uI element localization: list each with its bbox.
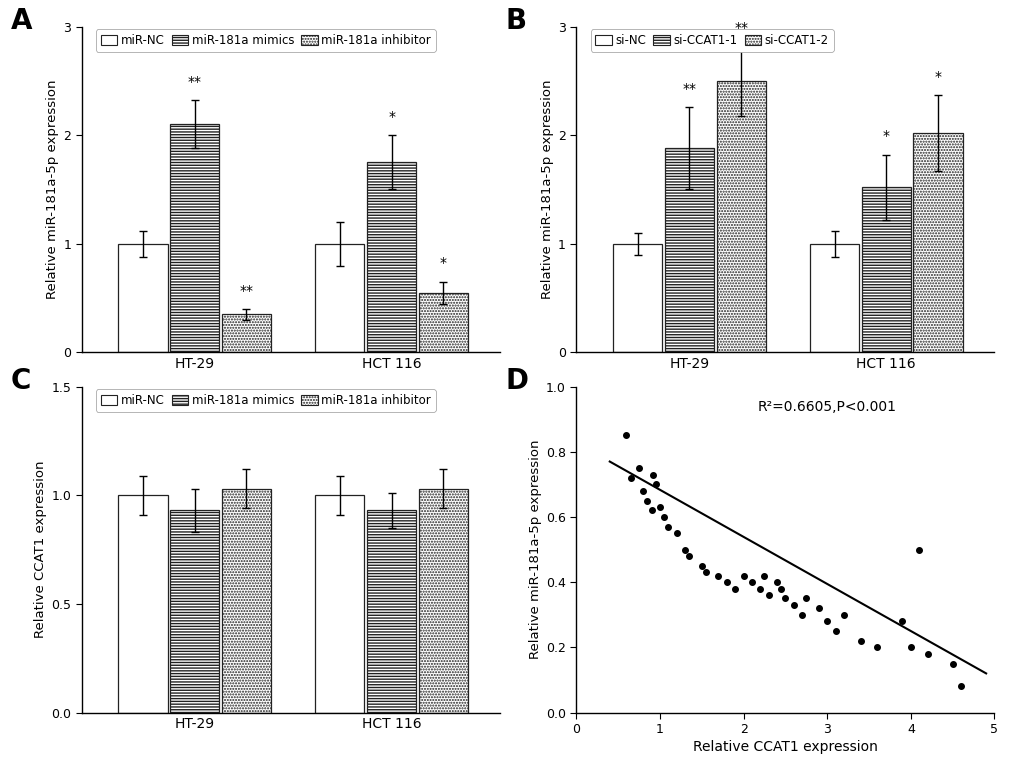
Point xyxy=(826,625,843,637)
Point xyxy=(693,559,709,572)
Point xyxy=(952,681,968,693)
Text: *: * xyxy=(439,256,446,271)
Bar xyxy=(221,489,271,713)
Point xyxy=(760,589,776,601)
Text: **: ** xyxy=(239,283,253,298)
Bar xyxy=(170,510,219,713)
Text: R²=0.6605,P<0.001: R²=0.6605,P<0.001 xyxy=(757,399,896,414)
Bar xyxy=(612,244,661,352)
Point xyxy=(677,543,693,556)
Bar xyxy=(912,133,962,352)
Point xyxy=(768,576,785,588)
Point xyxy=(644,468,660,481)
Bar xyxy=(367,510,416,713)
Point xyxy=(776,593,793,605)
Text: D: D xyxy=(504,367,528,395)
Bar xyxy=(170,124,219,352)
X-axis label: Relative CCAT1 expression: Relative CCAT1 expression xyxy=(692,740,877,754)
Point xyxy=(751,583,767,595)
Y-axis label: Relative miR-181a-5p expression: Relative miR-181a-5p expression xyxy=(540,80,553,299)
Point xyxy=(639,494,655,506)
Point xyxy=(709,569,726,581)
Bar xyxy=(418,489,468,713)
Point xyxy=(647,478,663,490)
Point xyxy=(868,641,884,653)
Point xyxy=(944,658,960,670)
Point xyxy=(797,593,813,605)
Point xyxy=(622,471,638,484)
Text: *: * xyxy=(881,130,889,143)
Point xyxy=(810,602,826,614)
Legend: miR-NC, miR-181a mimics, miR-181a inhibitor: miR-NC, miR-181a mimics, miR-181a inhibi… xyxy=(96,389,435,412)
Bar xyxy=(715,81,765,352)
Point xyxy=(697,566,713,578)
Point xyxy=(852,634,868,647)
Point xyxy=(755,569,772,581)
Point xyxy=(667,528,684,540)
Point xyxy=(910,543,926,556)
Bar xyxy=(861,187,910,352)
Text: **: ** xyxy=(682,82,696,96)
Point xyxy=(785,599,801,611)
Bar xyxy=(118,244,167,352)
Point xyxy=(727,583,743,595)
Legend: si-NC, si-CCAT1-1, si-CCAT1-2: si-NC, si-CCAT1-1, si-CCAT1-2 xyxy=(590,29,833,52)
Point xyxy=(735,569,751,581)
Point xyxy=(659,521,676,533)
Text: A: A xyxy=(10,7,32,35)
Bar xyxy=(315,244,364,352)
Bar xyxy=(418,293,468,352)
Y-axis label: Relative miR-181a-5p expression: Relative miR-181a-5p expression xyxy=(46,80,59,299)
Point xyxy=(894,615,910,628)
Legend: miR-NC, miR-181a mimics, miR-181a inhibitor: miR-NC, miR-181a mimics, miR-181a inhibi… xyxy=(96,29,435,52)
Point xyxy=(655,511,672,523)
Point xyxy=(718,576,735,588)
Bar xyxy=(367,162,416,352)
Point xyxy=(651,501,667,513)
Y-axis label: Relative miR-181a-5p expression: Relative miR-181a-5p expression xyxy=(528,440,541,659)
Bar xyxy=(315,495,364,713)
Text: *: * xyxy=(387,110,394,124)
Point xyxy=(743,576,759,588)
Point xyxy=(918,648,934,660)
Y-axis label: Relative CCAT1 expression: Relative CCAT1 expression xyxy=(34,461,47,638)
Text: *: * xyxy=(933,70,941,83)
Point xyxy=(635,485,651,497)
Point xyxy=(835,609,851,621)
Point xyxy=(618,429,634,441)
Text: C: C xyxy=(10,367,31,395)
Bar xyxy=(809,244,858,352)
Point xyxy=(772,583,789,595)
Text: **: ** xyxy=(734,20,747,35)
Point xyxy=(902,641,918,653)
Bar xyxy=(664,149,713,352)
Text: **: ** xyxy=(187,75,202,89)
Point xyxy=(643,504,659,516)
Point xyxy=(630,462,646,475)
Bar xyxy=(221,315,271,352)
Text: B: B xyxy=(504,7,526,35)
Bar xyxy=(118,495,167,713)
Point xyxy=(818,615,835,628)
Point xyxy=(793,609,809,621)
Point xyxy=(681,550,697,562)
